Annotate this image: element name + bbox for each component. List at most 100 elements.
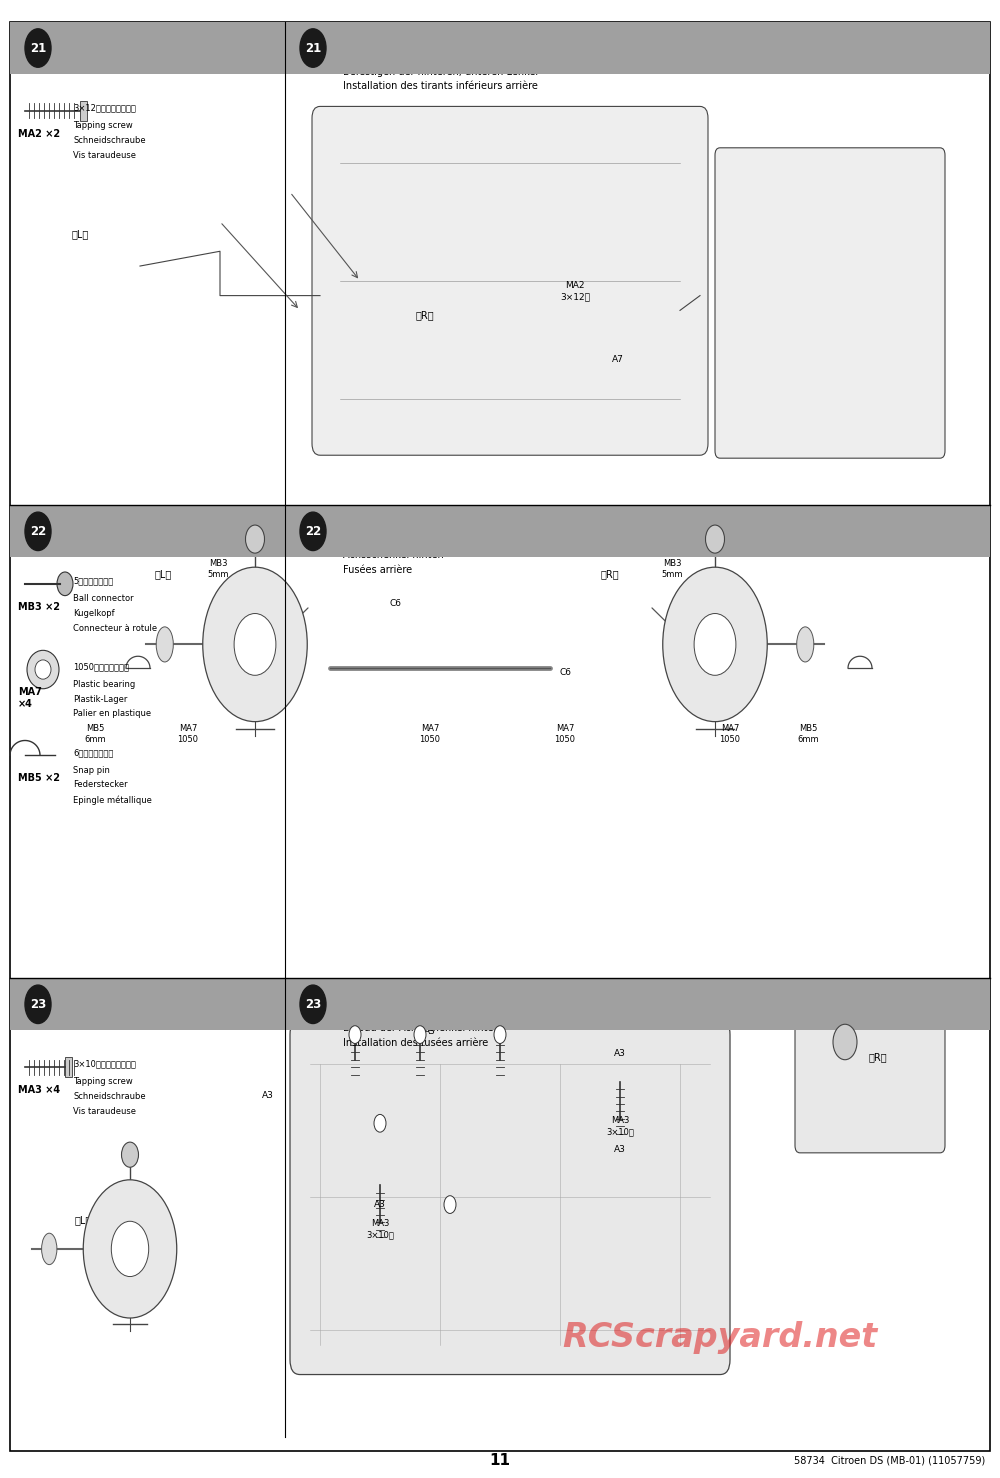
Text: リヤアップライトの組み立て: リヤアップライトの組み立て xyxy=(343,513,440,526)
Text: 23: 23 xyxy=(30,998,46,1011)
Text: Snap pin: Snap pin xyxy=(73,766,110,774)
Ellipse shape xyxy=(27,650,59,689)
Text: MA3
3×10㎜: MA3 3×10㎜ xyxy=(366,1219,394,1240)
FancyBboxPatch shape xyxy=(10,22,285,74)
Circle shape xyxy=(706,525,724,553)
Text: 《L》: 《L》 xyxy=(74,1215,92,1225)
Text: MB3
5mm: MB3 5mm xyxy=(661,559,683,579)
Text: Einbau der Achsschenkel hinten: Einbau der Achsschenkel hinten xyxy=(343,1023,500,1033)
Text: Rear uprights: Rear uprights xyxy=(343,534,414,544)
Text: Ball connector: Ball connector xyxy=(73,594,134,603)
FancyBboxPatch shape xyxy=(715,148,945,458)
Text: Tapping screw: Tapping screw xyxy=(73,1077,133,1086)
Ellipse shape xyxy=(614,1076,626,1088)
Circle shape xyxy=(414,1026,426,1043)
Text: MA7
1050: MA7 1050 xyxy=(178,724,198,745)
Text: MA3
3×10㎜: MA3 3×10㎜ xyxy=(606,1116,634,1137)
Text: A3: A3 xyxy=(294,1023,306,1032)
Text: MA2 ×2: MA2 ×2 xyxy=(18,129,60,139)
Text: リヤロワアームの取り付け: リヤロワアームの取り付け xyxy=(343,30,433,43)
FancyBboxPatch shape xyxy=(285,22,990,74)
Text: C6: C6 xyxy=(389,599,401,607)
Text: 1050プラベアリング: 1050プラベアリング xyxy=(73,662,129,671)
Text: Installation des fusées arrière: Installation des fusées arrière xyxy=(343,1038,488,1048)
Text: Kugelkopf: Kugelkopf xyxy=(73,609,115,618)
FancyBboxPatch shape xyxy=(10,505,285,557)
Circle shape xyxy=(663,568,767,721)
Text: Vis taraudeuse: Vis taraudeuse xyxy=(73,151,136,160)
Text: A3: A3 xyxy=(262,1091,274,1100)
Text: Vis taraudeuse: Vis taraudeuse xyxy=(73,1107,136,1116)
Text: 21: 21 xyxy=(30,41,46,55)
Text: Connecteur à rotule: Connecteur à rotule xyxy=(73,624,157,633)
Circle shape xyxy=(300,984,326,1023)
Text: 《L》: 《L》 xyxy=(154,569,172,579)
Text: 3×12㎜タッピングビス: 3×12㎜タッピングビス xyxy=(73,103,136,112)
Text: 6㎜スナップピン: 6㎜スナップピン xyxy=(73,748,113,757)
FancyBboxPatch shape xyxy=(285,505,990,557)
Text: 《R》: 《R》 xyxy=(869,1052,887,1063)
Text: Befestigen der hinteren, unteren Lenker: Befestigen der hinteren, unteren Lenker xyxy=(343,67,539,77)
FancyBboxPatch shape xyxy=(312,106,708,455)
Circle shape xyxy=(57,572,73,596)
Circle shape xyxy=(25,984,51,1023)
Ellipse shape xyxy=(42,1233,57,1265)
Text: A3: A3 xyxy=(424,1027,436,1036)
Text: A1: A1 xyxy=(209,603,221,612)
Text: Attaching rear uprights: Attaching rear uprights xyxy=(343,1007,464,1017)
FancyBboxPatch shape xyxy=(285,978,990,1030)
Circle shape xyxy=(494,1026,506,1043)
Text: Attaching rear lower arms: Attaching rear lower arms xyxy=(343,50,479,61)
Text: MA7
1050: MA7 1050 xyxy=(554,724,576,745)
Text: MB3
5mm: MB3 5mm xyxy=(207,559,229,579)
Text: Palier en plastique: Palier en plastique xyxy=(73,709,151,718)
Text: MA7
1050: MA7 1050 xyxy=(720,724,740,745)
Circle shape xyxy=(25,28,51,67)
Circle shape xyxy=(83,1179,177,1318)
Ellipse shape xyxy=(374,1179,386,1191)
Text: 《L》: 《L》 xyxy=(71,229,89,239)
Text: 23: 23 xyxy=(305,998,321,1011)
Circle shape xyxy=(833,1024,857,1060)
Text: Plastik-Lager: Plastik-Lager xyxy=(73,695,127,704)
Text: MA3
3×10㎜: MA3 3×10㎜ xyxy=(254,1002,282,1023)
Text: 《R》: 《R》 xyxy=(416,310,434,321)
Ellipse shape xyxy=(797,627,814,662)
Ellipse shape xyxy=(349,1017,361,1029)
Circle shape xyxy=(203,568,307,721)
Text: 3×10㎜タッピングビス: 3×10㎜タッピングビス xyxy=(73,1060,136,1069)
Text: 21: 21 xyxy=(305,41,321,55)
Text: Tapping screw: Tapping screw xyxy=(73,121,133,130)
Text: 11: 11 xyxy=(490,1453,511,1468)
Circle shape xyxy=(25,511,51,550)
FancyBboxPatch shape xyxy=(795,990,945,1153)
Text: Achsschenkel hinten: Achsschenkel hinten xyxy=(343,550,444,560)
Text: MA7
1050: MA7 1050 xyxy=(420,724,440,745)
Text: 《R》: 《R》 xyxy=(601,569,619,579)
Text: RCScrapyard.net: RCScrapyard.net xyxy=(562,1321,878,1354)
Text: A3: A3 xyxy=(614,1049,626,1058)
Text: MB5
6mm: MB5 6mm xyxy=(84,724,106,745)
FancyBboxPatch shape xyxy=(290,1020,730,1375)
Text: リヤアップライトの取り付け: リヤアップライトの取り付け xyxy=(343,986,440,999)
Text: 5㎜ピローボール: 5㎜ピローボール xyxy=(73,576,113,585)
Circle shape xyxy=(374,1114,386,1132)
Text: Epingle métallique: Epingle métallique xyxy=(73,795,152,804)
Text: MA2
3×12㎜: MA2 3×12㎜ xyxy=(560,281,590,302)
Text: A3: A3 xyxy=(374,1200,386,1209)
Text: Schneidschraube: Schneidschraube xyxy=(73,1092,146,1101)
Text: A9: A9 xyxy=(674,603,686,612)
FancyBboxPatch shape xyxy=(65,1057,72,1077)
Ellipse shape xyxy=(156,627,173,662)
Circle shape xyxy=(234,613,276,675)
Circle shape xyxy=(694,613,736,675)
Text: 22: 22 xyxy=(305,525,321,538)
Text: MA7
×4: MA7 ×4 xyxy=(18,687,42,709)
Circle shape xyxy=(246,525,264,553)
Text: MB3 ×2: MB3 ×2 xyxy=(18,602,60,612)
Ellipse shape xyxy=(494,1017,506,1029)
Text: MA3
3×10㎜: MA3 3×10㎜ xyxy=(366,1002,394,1023)
Text: Schneidschraube: Schneidschraube xyxy=(73,136,146,145)
Text: A7: A7 xyxy=(612,355,624,364)
Circle shape xyxy=(300,511,326,550)
